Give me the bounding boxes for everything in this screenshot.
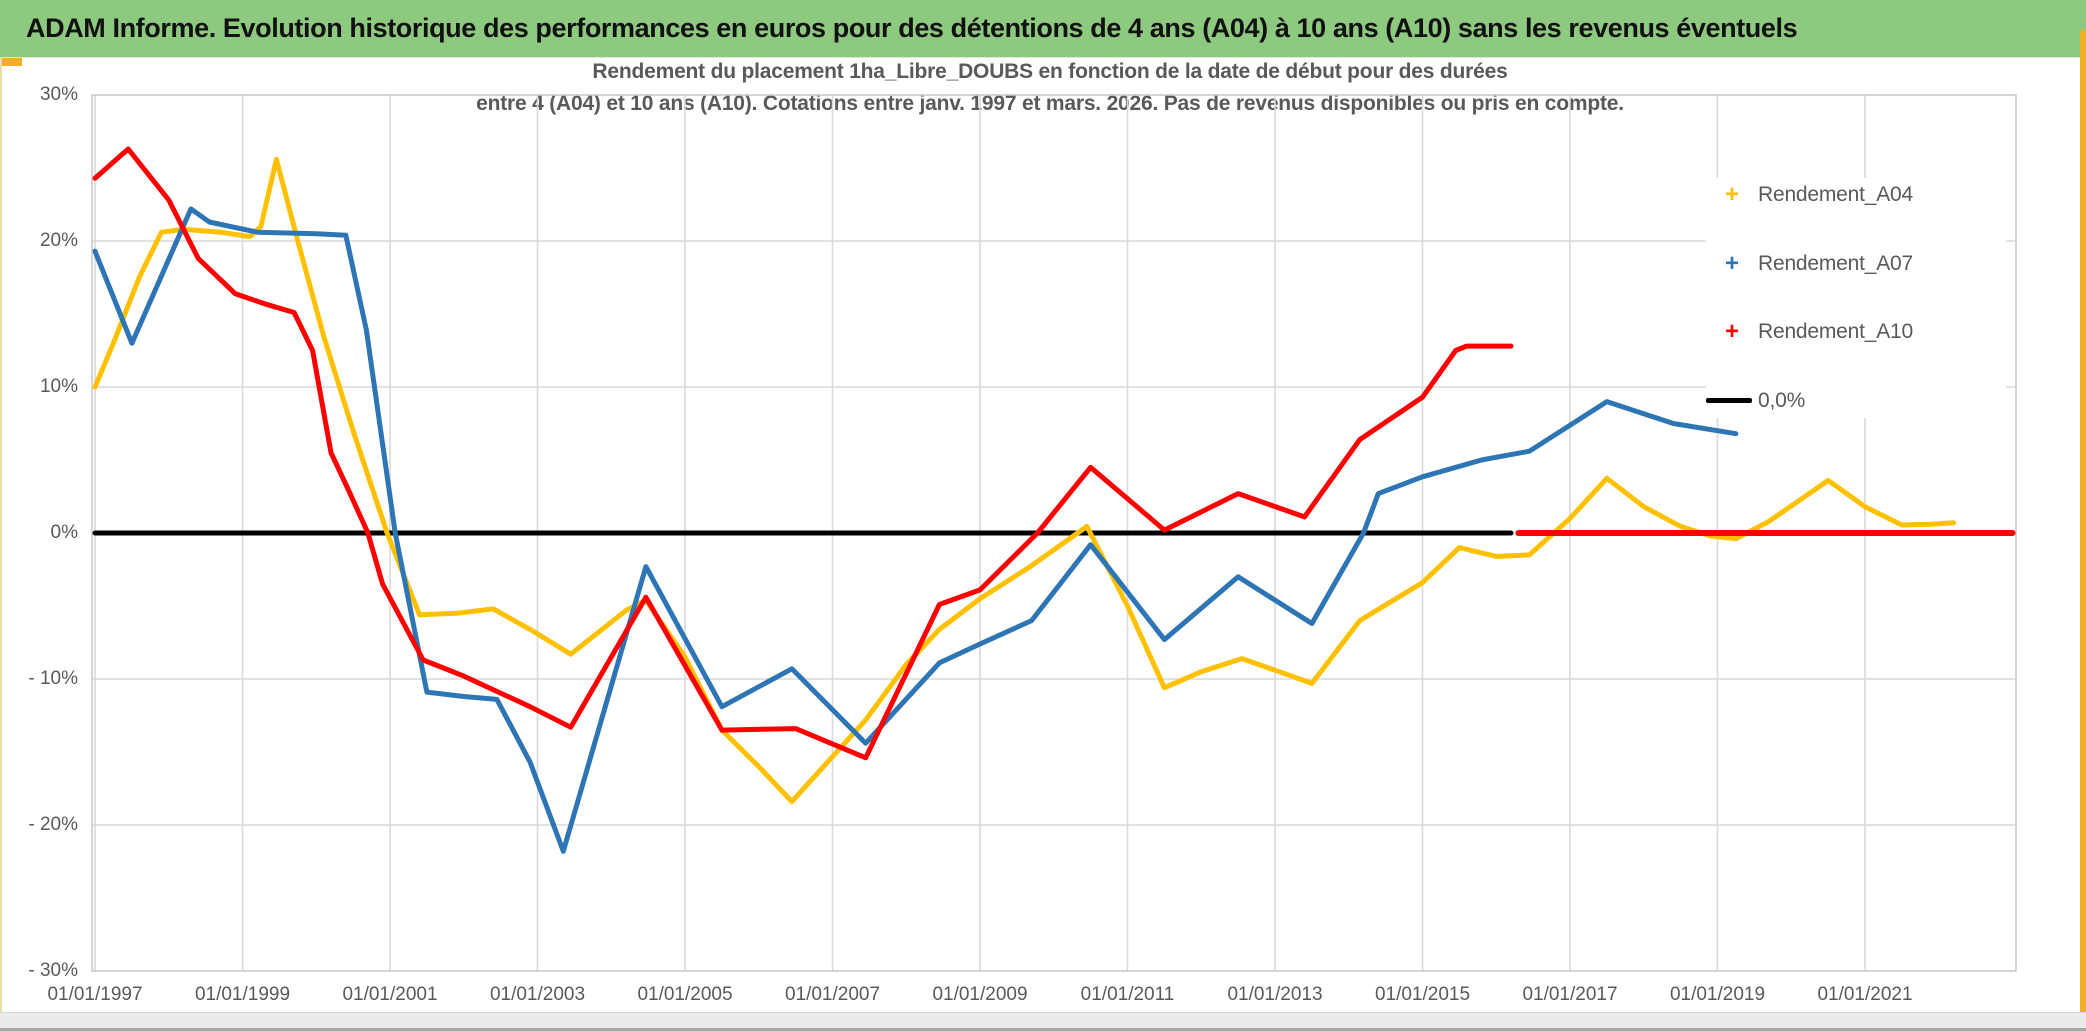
legend-label: Rendement_A10 xyxy=(1758,320,1914,344)
chart-legend[interactable]: + Rendement_A04 + Rendement_A07 + Rendement_A… xyxy=(1706,178,2006,418)
accent-left-border xyxy=(0,57,2,1012)
y-axis-tick-label: 30% xyxy=(39,84,78,105)
x-axis-tick-label: 01/01/2017 xyxy=(1522,984,1618,1005)
y-axis-tick-label: 0% xyxy=(50,522,78,543)
y-axis-tick-label: - 10% xyxy=(28,668,78,689)
legend-item[interactable]: 0,0% xyxy=(1706,384,2006,418)
header-bar: ADAM Informe. Evolution historique des p… xyxy=(0,0,2086,58)
x-axis-tick-label: 01/01/2021 xyxy=(1817,984,1913,1005)
legend-label: Rendement_A04 xyxy=(1758,183,1914,206)
legend-label: 0,0% xyxy=(1758,388,1806,412)
y-axis-tick-label: 20% xyxy=(39,230,78,251)
legend-item[interactable]: + Rendement_A04 xyxy=(1706,178,2006,212)
legend-item[interactable]: + Rendement_A10 xyxy=(1706,315,2006,349)
bottom-strip xyxy=(0,1012,2086,1031)
legend-label: Rendement_A07 xyxy=(1758,251,1914,275)
legend-item[interactable]: + Rendement_A07 xyxy=(1706,247,2006,281)
series-Rendement_A07 xyxy=(92,206,1739,854)
chart-title-line2: entre 4 (A04) et 10 ans (A10). Cotations… xyxy=(476,92,1624,115)
x-axis-tick-label: 01/01/2005 xyxy=(637,984,733,1005)
accent-right-border xyxy=(2080,30,2086,1031)
legend-plus-marker-icon: + xyxy=(1724,318,1739,346)
series-Rendement_A10 xyxy=(92,146,1514,761)
plot-border xyxy=(91,94,2017,972)
x-axis-tick-label: 01/01/2007 xyxy=(784,984,881,1005)
x-axis-tick-label: 01/01/1997 xyxy=(47,984,143,1005)
x-axis-tick-label: 01/01/2009 xyxy=(932,984,1028,1005)
x-axis-tick-label: 01/01/2019 xyxy=(1669,984,1766,1005)
x-axis-tick-label: 01/01/2013 xyxy=(1227,984,1323,1005)
legend-plus-marker-icon: + xyxy=(1724,181,1739,208)
x-axis-tick-label: 01/01/2003 xyxy=(489,984,586,1005)
x-axis-tick-label: 01/01/2011 xyxy=(1080,984,1175,1005)
y-axis-tick-label: 10% xyxy=(39,376,78,397)
y-axis-tick-label: - 30% xyxy=(28,960,78,981)
legend-plus-marker-icon: + xyxy=(1724,249,1739,277)
x-axis-tick-label: 01/01/2001 xyxy=(342,984,438,1005)
page-title: ADAM Informe. Evolution historique des p… xyxy=(26,13,1798,43)
accent-tab-top-left xyxy=(2,58,22,66)
series-Rendement_A04 xyxy=(92,156,1956,805)
chart-title-line1: Rendement du placement 1ha_Libre_DOUBS e… xyxy=(592,60,1508,83)
y-axis-tick-label: - 20% xyxy=(28,814,78,835)
x-axis-tick-label: 01/01/2015 xyxy=(1374,984,1471,1005)
x-axis-tick-label: 01/01/1999 xyxy=(194,984,291,1005)
legend-line-swatch-icon xyxy=(1706,398,1752,404)
